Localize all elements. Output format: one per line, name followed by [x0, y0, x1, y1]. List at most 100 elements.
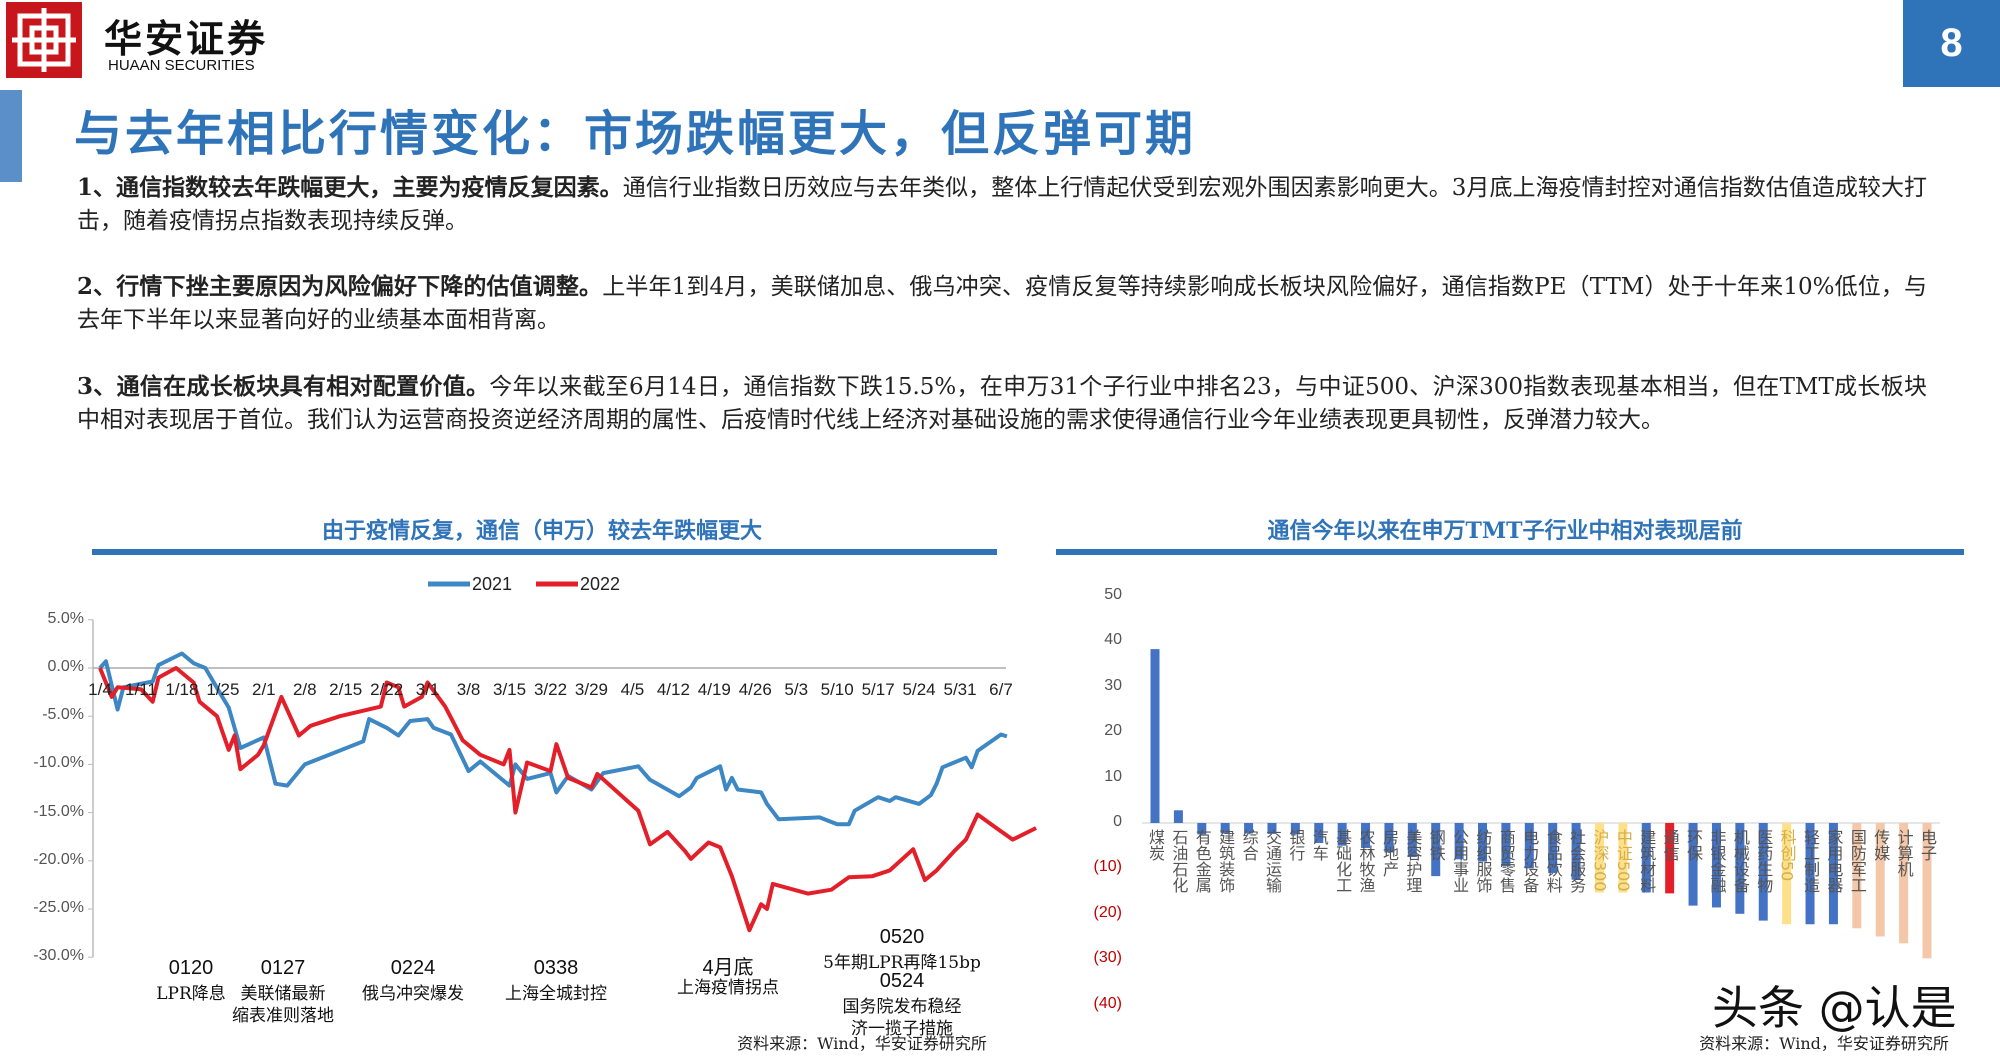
category-label: 综合: [1239, 829, 1259, 861]
x-tick-label: 2/15: [329, 680, 363, 699]
paragraph-3: 3、通信在成长板块具有相对配置价值。今年以来截至6月14日，通信指数下跌15.5…: [77, 370, 1927, 437]
bar-纺织服饰: [1478, 823, 1488, 862]
category-label: 电子: [1918, 829, 1937, 861]
bar-建筑装饰: [1220, 823, 1230, 834]
x-tick-label: 1/25: [206, 680, 240, 699]
category-label: 通信: [1660, 829, 1680, 861]
category-label: 非银金融: [1707, 829, 1727, 893]
x-tick-label: 6/7: [989, 680, 1013, 699]
line-chart-title: 由于疫情反复，通信（申万）较去年跌幅更大: [321, 518, 763, 544]
series-line-2022: [98, 666, 1037, 933]
bar-钢铁: [1431, 823, 1441, 877]
category-label: 轻工制造: [1801, 829, 1821, 893]
bar-美容护理: [1407, 823, 1417, 858]
bar-建筑材料: [1641, 823, 1651, 893]
event-annotation: 国务院发布稳经: [842, 997, 962, 1017]
bar-电子: [1922, 823, 1932, 959]
x-tick-label: 5/31: [943, 680, 977, 699]
category-label: 社会服务: [1567, 829, 1587, 893]
x-tick-label: 5/24: [902, 680, 936, 699]
bar-房地产: [1384, 823, 1394, 853]
huaan-logo: [6, 2, 82, 78]
bar-非银金融: [1711, 823, 1721, 908]
y-tick-label: -25.0%: [33, 899, 84, 916]
bar-传媒: [1875, 823, 1885, 937]
bar-农林牧渔: [1361, 823, 1371, 848]
bar-科创50: [1782, 823, 1792, 925]
category-label: 农林牧渔: [1356, 829, 1376, 893]
x-tick-label: 1/4: [88, 680, 112, 699]
x-tick-label: 3/8: [456, 680, 481, 699]
event-annotation: 缩表准则落地: [232, 1006, 334, 1026]
bar-chart-source: 资料来源：Wind，华安证券研究所: [1699, 1034, 1949, 1053]
bar-交通运输: [1267, 823, 1277, 834]
category-label: 计算机: [1894, 829, 1914, 877]
bar-食品饮料: [1548, 823, 1558, 873]
event-annotation: 上海疫情拐点: [677, 978, 779, 998]
y-tick-label: 5.0%: [47, 609, 84, 627]
bar-环保: [1688, 823, 1698, 906]
paragraph-body: 今年以来截至6月14日，通信指数下跌15.5%，在申万31个子行业中排名23，与…: [77, 374, 1927, 433]
accent-bar: [0, 90, 22, 182]
x-tick-label: 3/15: [492, 680, 527, 699]
x-tick-label: 1/11: [125, 680, 157, 699]
bar-家用电器: [1828, 823, 1838, 925]
bar-公用事业: [1454, 823, 1464, 860]
category-label: 交通运输: [1262, 829, 1282, 893]
x-tick-label: 3/29: [574, 680, 608, 699]
category-label: 煤炭: [1146, 829, 1165, 861]
line-chart-source: 资料来源：Wind，华安证券研究所: [737, 1034, 987, 1053]
event-annotation: 0338: [533, 957, 579, 979]
bar-银行: [1290, 823, 1300, 835]
brand-name-cn: 华安证券: [104, 16, 269, 61]
category-label: 医药生物: [1754, 829, 1774, 893]
y-tick-label: -30.0%: [33, 947, 84, 965]
y-tick-label: 20: [1104, 722, 1122, 740]
y-tick-label: (20): [1093, 903, 1122, 921]
bar-通信: [1665, 823, 1675, 894]
category-label: 家用电器: [1824, 829, 1844, 893]
paragraph-body: 通信行业指数日历效应与去年类似，整体上行情起伏受到宏观外围因素影响更大。3月底上…: [77, 175, 1927, 234]
paragraph-lead: 2、行情下挫主要原因为风险偏好下降的估值调整。: [77, 273, 603, 300]
bar-综合: [1244, 823, 1254, 834]
x-tick-label: 5/3: [784, 680, 809, 699]
bar-石油石化: [1173, 810, 1183, 823]
bar-中证500: [1618, 823, 1628, 893]
bar-有色金属: [1197, 823, 1207, 835]
bar-chart-title: 通信今年以来在申万TMT子行业中相对表现居前: [1267, 518, 1743, 544]
bar-chart-title-rule: [1056, 549, 1964, 555]
category-label: 钢铁: [1426, 829, 1446, 861]
x-tick-label: 2/8: [292, 680, 317, 699]
bar-计算机: [1899, 823, 1909, 944]
legend-label: 2021: [472, 574, 513, 594]
x-tick-label: 2/1: [251, 680, 276, 699]
event-annotation: 0127: [260, 957, 306, 979]
event-annotation: 0524: [879, 970, 925, 992]
event-annotation: 济一揽子措施: [851, 1019, 953, 1039]
x-tick-label: 3/22: [533, 680, 568, 699]
y-tick-label: 10: [1104, 767, 1122, 785]
bar-商贸零售: [1501, 823, 1511, 867]
event-annotation: 0520: [879, 926, 925, 948]
event-annotation: 4月底: [702, 957, 754, 979]
paragraph-lead: 3、通信在成长板块具有相对配置价值。: [77, 373, 490, 400]
page-number: 8: [1903, 0, 2000, 87]
x-tick-label: 5/10: [820, 680, 854, 699]
category-label: 中证500: [1613, 829, 1633, 892]
bar-机械设备: [1735, 823, 1745, 914]
y-tick-label: 40: [1104, 631, 1122, 649]
bar-汽车: [1314, 823, 1324, 843]
event-annotation: LPR降息: [156, 984, 226, 1004]
category-label: 国防军工: [1847, 829, 1867, 893]
y-tick-label: 0.0%: [47, 658, 84, 675]
brand-name-en: HUAAN SECURITIES: [108, 57, 255, 74]
category-label: 沪深300: [1590, 829, 1610, 892]
category-label: 商贸零售: [1496, 829, 1516, 893]
event-annotation: 5年期LPR再降15bp: [823, 953, 981, 973]
category-label: 机械设备: [1730, 829, 1750, 893]
bar-医药生物: [1758, 823, 1768, 921]
